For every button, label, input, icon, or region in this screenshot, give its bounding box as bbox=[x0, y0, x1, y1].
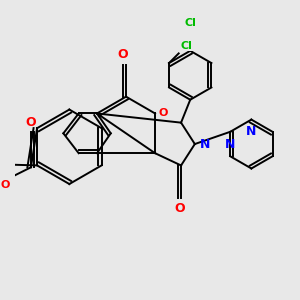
Text: O: O bbox=[0, 180, 10, 190]
Text: O: O bbox=[118, 48, 128, 61]
Text: Cl: Cl bbox=[181, 41, 193, 52]
Text: N: N bbox=[200, 137, 210, 151]
Text: N: N bbox=[225, 138, 236, 151]
Text: N: N bbox=[246, 125, 256, 138]
Text: Cl: Cl bbox=[184, 18, 196, 28]
Text: O: O bbox=[26, 116, 36, 129]
Text: O: O bbox=[175, 202, 185, 215]
Text: O: O bbox=[158, 109, 168, 118]
